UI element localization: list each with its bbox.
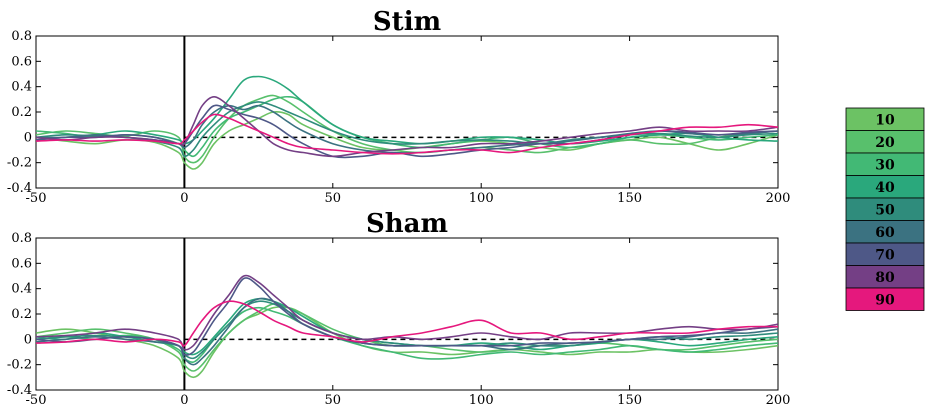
x-tick-label: 200 [766,393,791,408]
series-line-90 [36,300,778,347]
x-tick-label: 100 [469,393,494,408]
legend-label: 20 [875,135,895,151]
y-tick-label: 0.6 [11,54,32,69]
sham-panel: Sham 0.8 0.6 0.4 0.2 0 -0.2 -0.4-50 0 50 100 150 200 [7,209,790,408]
y-tick-label: 0 [24,332,32,347]
legend-label: 60 [875,225,895,241]
x-tick-label: 0 [180,191,188,206]
x-tick-label: 50 [325,393,342,408]
series-line-70 [36,277,778,356]
y-tick-label: 0 [24,130,32,145]
legend-label: 40 [875,180,895,196]
legend-label: 10 [875,112,895,128]
legend-label: 30 [875,157,895,173]
series-line-90 [36,113,778,155]
x-tick-label: 50 [325,191,342,206]
panel-title: Sham [366,209,448,239]
series-line-10 [36,306,778,379]
y-tick-label: 0.8 [11,29,32,44]
x-tick-label: 200 [766,191,791,206]
y-tick-label: -0.2 [7,358,32,373]
legend-label: 90 [875,292,895,308]
y-tick-label: 0.2 [11,307,32,322]
legend-label: 70 [875,247,895,263]
x-tick-label: 100 [469,191,494,206]
x-tick-label: 150 [617,191,642,206]
axes-frame [35,35,779,189]
legend-label: 50 [875,202,895,218]
x-tick-label: -50 [26,393,47,408]
series-line-80 [36,95,778,158]
y-tick-label: 0.6 [11,256,32,271]
y-tick-label: 0.4 [11,282,32,297]
legend-label: 80 [875,270,895,286]
x-tick-label: 150 [617,393,642,408]
chart-legend: 10 20 30 40 50 60 70 80 90 [845,107,925,311]
axes-frame [35,237,779,391]
y-tick-label: -0.4 [7,383,32,398]
y-tick-label: 0.2 [11,105,32,120]
y-tick-label: -0.4 [7,181,32,196]
series-line-20 [36,94,778,164]
series-line-30 [36,95,778,158]
y-tick-label: 0.8 [11,231,32,246]
panel-title: Stim [373,7,441,37]
stim-panel: Stim 0.8 0.6 0.4 0.2 0 -0.2 -0.4-50 0 50 100 150 200 [7,7,790,206]
x-tick-label: 0 [180,393,188,408]
y-tick-label: -0.2 [7,156,32,171]
legend-swatch-90 [845,287,925,311]
series-line-40 [36,75,778,145]
x-tick-label: -50 [26,191,47,206]
y-tick-label: 0.4 [11,80,32,95]
